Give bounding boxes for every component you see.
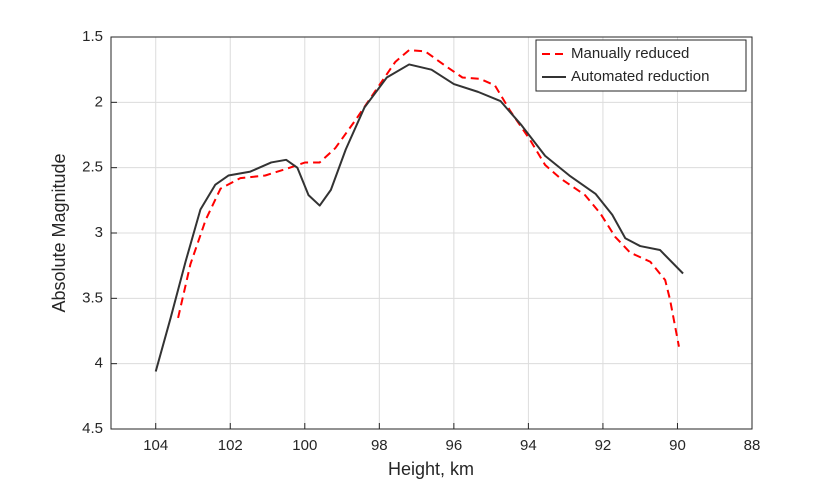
y-tick-label: 2.5: [82, 159, 103, 176]
x-tick-label: 102: [218, 437, 243, 454]
x-tick-label: 90: [669, 437, 686, 454]
x-axis-label: Height, km: [388, 459, 474, 479]
x-tick-label: 104: [143, 437, 168, 454]
legend-label: Automated reduction: [571, 68, 709, 85]
x-tick-label: 96: [446, 437, 463, 454]
y-tick-label: 4.5: [82, 420, 103, 437]
y-tick-label: 3.5: [82, 289, 103, 306]
y-axis-label: Absolute Magnitude: [49, 153, 69, 312]
series-line: [154, 63, 684, 372]
y-tick-label: 2: [95, 93, 103, 110]
y-tick-label: 4: [95, 355, 103, 372]
legend-label: Manually reduced: [571, 45, 689, 62]
y-tick-label: 3: [95, 224, 103, 241]
series-line: [177, 49, 680, 347]
x-tick-label: 88: [744, 437, 761, 454]
y-tick-label: 1.5: [82, 28, 103, 45]
x-tick-label: 98: [371, 437, 388, 454]
plot-frame: [110, 36, 753, 430]
legend-box: [535, 39, 747, 92]
x-tick-label: 94: [520, 437, 537, 454]
x-tick-label: 92: [595, 437, 612, 454]
x-tick-label: 100: [292, 437, 317, 454]
